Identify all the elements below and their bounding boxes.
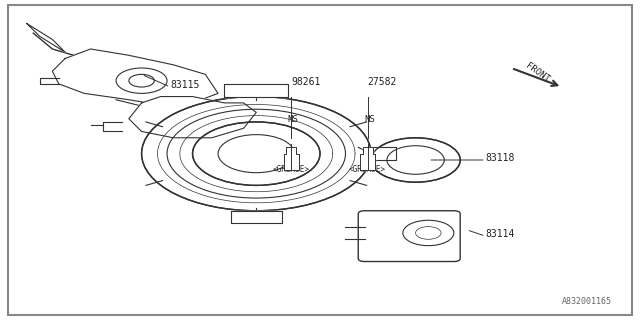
Polygon shape	[116, 100, 231, 141]
Polygon shape	[225, 84, 288, 97]
Polygon shape	[129, 97, 256, 138]
Circle shape	[371, 138, 460, 182]
Circle shape	[141, 97, 371, 211]
Polygon shape	[231, 211, 282, 223]
Text: 83118: 83118	[486, 153, 515, 163]
Polygon shape	[27, 24, 65, 52]
Polygon shape	[371, 147, 396, 160]
Text: 83114: 83114	[486, 229, 515, 239]
Text: <GREASE>: <GREASE>	[349, 165, 386, 174]
Polygon shape	[360, 147, 376, 170]
Polygon shape	[284, 147, 299, 170]
Text: FRONT: FRONT	[524, 61, 551, 84]
Text: NS: NS	[287, 115, 298, 124]
Polygon shape	[52, 49, 218, 106]
Text: NS: NS	[364, 115, 374, 124]
Text: 83115: 83115	[170, 80, 200, 90]
Text: 27582: 27582	[368, 77, 397, 87]
Text: A832001165: A832001165	[562, 297, 612, 306]
FancyBboxPatch shape	[358, 211, 460, 261]
Text: <GREASE>: <GREASE>	[272, 165, 309, 174]
Text: 98261: 98261	[291, 77, 321, 87]
